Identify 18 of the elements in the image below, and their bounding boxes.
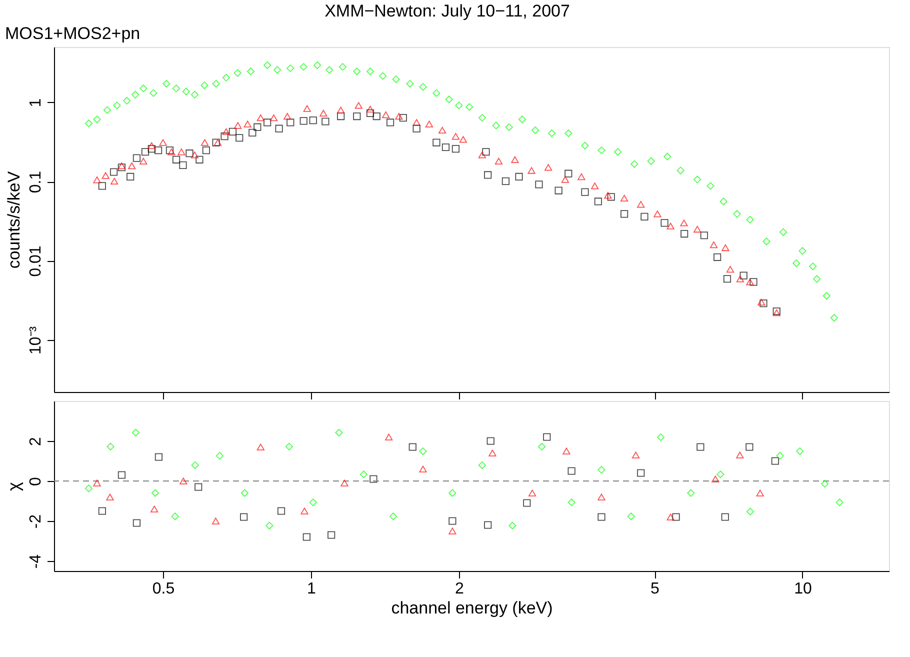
x-axis-title: channel energy (keV) xyxy=(391,598,553,618)
y-tick-label: 0.01 xyxy=(28,246,44,277)
x-tick-label: 5 xyxy=(650,580,660,598)
y-tick-label: -2 xyxy=(28,514,44,529)
x-tick-label: 0.5 xyxy=(152,580,175,598)
y-tick-label: 0.1 xyxy=(28,170,44,194)
y-tick-label: 2 xyxy=(28,436,44,446)
y-axis-title: counts/s/keV xyxy=(4,170,24,269)
y-axis-title: χ xyxy=(4,482,24,491)
y-tick-label: 1 xyxy=(28,98,44,108)
chart-title: XMM−Newton: July 10−11, 2007 xyxy=(324,2,570,20)
y-tick-label: 10⁻³ xyxy=(28,326,44,354)
x-tick-label: 1 xyxy=(307,580,316,598)
x-tick-label: 10 xyxy=(794,580,812,598)
x-tick-label: 2 xyxy=(454,580,464,598)
y-tick-label: -4 xyxy=(28,554,44,569)
chart-subtitle: MOS1+MOS2+pn xyxy=(5,24,140,43)
y-tick-label: 0 xyxy=(28,476,44,486)
